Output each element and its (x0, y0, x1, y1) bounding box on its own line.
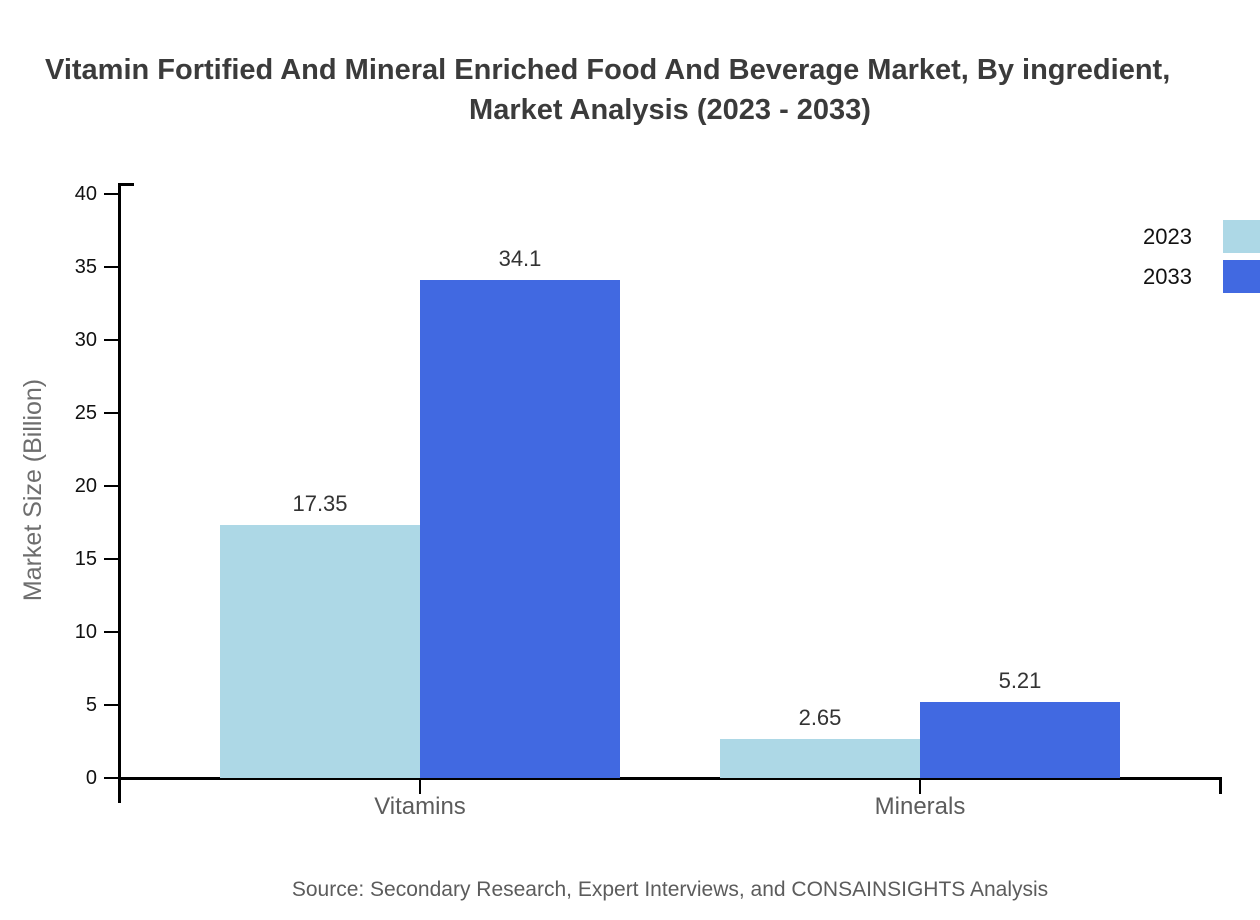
y-axis-top-cap (118, 183, 134, 186)
bar-minerals-2033 (920, 702, 1120, 778)
y-tick-label: 10 (74, 621, 97, 643)
bar-minerals-2023 (720, 739, 920, 778)
bar-vitamins-2023 (220, 525, 420, 778)
category-label-minerals: Minerals (874, 793, 966, 820)
x-tick-mark (419, 779, 421, 794)
y-tick-mark (104, 777, 120, 779)
x-axis-end-cap (1219, 777, 1222, 794)
bar-value-label: 2.65 (798, 705, 842, 730)
y-tick-label: 0 (85, 767, 97, 789)
chart-title-line2: Market Analysis (2023 - 2033) (469, 94, 871, 126)
y-tick-label: 40 (74, 183, 97, 205)
legend-item-2033: 2033 (1112, 260, 1260, 293)
source-note: Source: Secondary Research, Expert Inter… (291, 878, 1049, 901)
x-tick-mark (919, 779, 921, 794)
y-tick-mark (104, 485, 120, 487)
y-tick-mark (104, 704, 120, 706)
legend-item-2023: 2023 (1112, 220, 1260, 253)
y-tick-mark (104, 339, 120, 341)
bar-value-label: 34.1 (498, 246, 542, 271)
legend-label-2023: 2023 (1143, 223, 1192, 249)
legend-swatch-2023 (1223, 220, 1260, 253)
legend-swatch-2033 (1223, 260, 1260, 293)
y-axis-line (118, 183, 121, 803)
y-tick-mark (104, 266, 120, 268)
y-tick-mark (104, 631, 120, 633)
chart-title-line1: Vitamin Fortified And Mineral Enriched F… (45, 54, 1171, 86)
y-tick-label: 15 (74, 548, 97, 570)
y-axis-title: Market Size (Billion) (19, 378, 47, 602)
y-tick-mark (104, 193, 120, 195)
y-tick-label: 35 (74, 256, 97, 278)
y-tick-mark (104, 412, 120, 414)
y-tick-label: 20 (74, 475, 97, 497)
y-tick-label: 25 (74, 402, 97, 424)
bar-vitamins-2033 (420, 280, 620, 778)
bar-value-label: 17.35 (292, 491, 348, 516)
x-axis-line (118, 777, 1222, 780)
y-tick-label: 30 (74, 329, 97, 351)
legend: 2023 2033 (1112, 220, 1260, 300)
category-label-vitamins: Vitamins (374, 793, 466, 820)
y-tick-mark (104, 558, 120, 560)
legend-label-2033: 2033 (1143, 263, 1192, 289)
bar-value-label: 5.21 (998, 668, 1042, 693)
y-tick-label: 5 (85, 694, 97, 716)
